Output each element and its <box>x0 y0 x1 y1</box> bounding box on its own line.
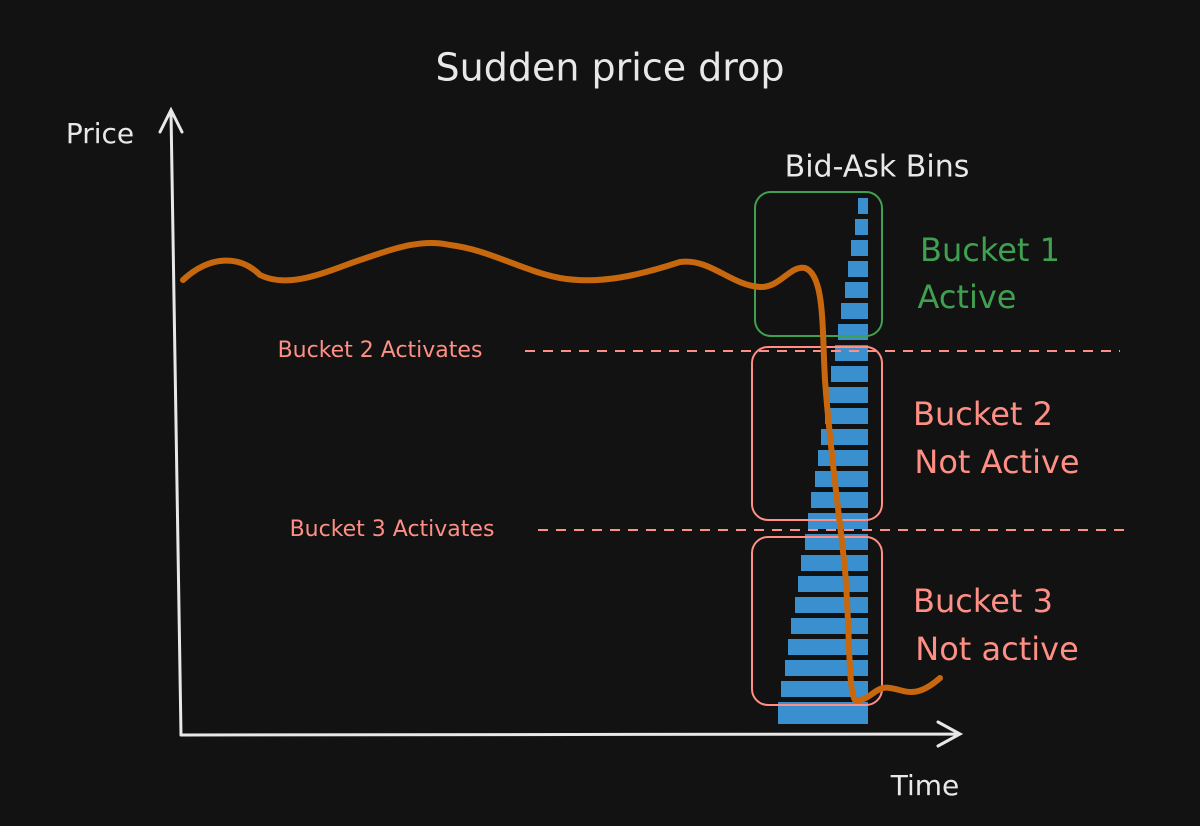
bin <box>778 702 868 724</box>
bin <box>835 345 868 361</box>
bins-label: Bid-Ask Bins <box>785 150 970 185</box>
bucket-box <box>751 346 883 521</box>
bucket-box <box>751 536 883 706</box>
bin <box>781 681 868 697</box>
x-axis-label: Time <box>890 769 960 802</box>
bin <box>828 387 868 403</box>
axes <box>158 106 964 748</box>
bin <box>825 408 868 424</box>
title: Sudden price drop <box>436 46 785 90</box>
bin <box>788 639 868 655</box>
bin <box>798 576 868 592</box>
y-axis-label: Price <box>66 117 134 150</box>
bin <box>785 660 868 676</box>
x-axis <box>179 720 964 748</box>
threshold-label: Bucket 3 Activates <box>290 517 495 542</box>
bin <box>795 597 868 613</box>
bin <box>841 303 868 319</box>
bucket-status: Not active <box>915 630 1079 668</box>
bin <box>815 471 868 487</box>
bin <box>851 240 868 256</box>
bucket-name: Bucket 2 <box>913 395 1053 433</box>
bin <box>791 618 868 634</box>
bin <box>858 198 868 214</box>
bucket-box <box>754 191 883 337</box>
bin <box>855 219 868 235</box>
bin <box>818 450 868 466</box>
price-line <box>180 239 943 704</box>
bin <box>848 261 868 277</box>
bucket-name: Bucket 1 <box>920 231 1060 269</box>
threshold-label: Bucket 2 Activates <box>278 338 483 363</box>
bucket-status: Not Active <box>914 443 1079 481</box>
bin <box>838 324 868 340</box>
y-axis <box>158 106 184 737</box>
bin <box>801 555 868 571</box>
bin <box>845 282 868 298</box>
bucket-name: Bucket 3 <box>913 582 1053 620</box>
bucket-status: Active <box>918 278 1017 316</box>
bin <box>831 366 868 382</box>
